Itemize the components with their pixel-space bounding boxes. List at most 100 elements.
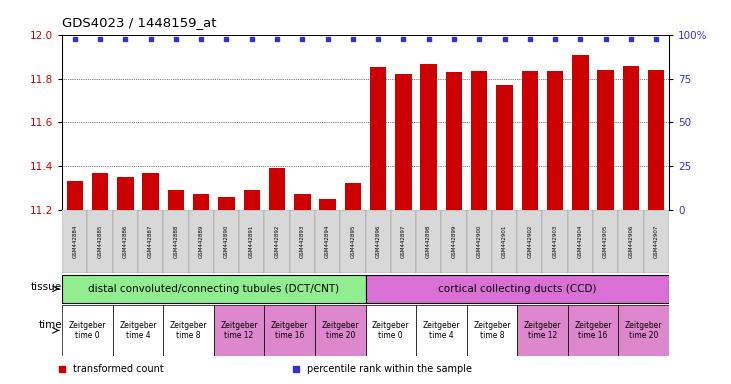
Text: distal convoluted/connecting tubules (DCT/CNT): distal convoluted/connecting tubules (DC… xyxy=(88,284,339,294)
Bar xyxy=(62,275,366,303)
Text: GSM442884: GSM442884 xyxy=(72,225,77,258)
Bar xyxy=(213,305,265,356)
Text: Zeitgeber
time 4: Zeitgeber time 4 xyxy=(423,321,460,340)
Bar xyxy=(542,210,568,273)
Bar xyxy=(366,210,391,273)
Text: GSM442895: GSM442895 xyxy=(350,225,355,258)
Bar xyxy=(416,305,466,356)
Text: cortical collecting ducts (CCD): cortical collecting ducts (CCD) xyxy=(438,284,596,294)
Bar xyxy=(315,210,340,273)
Text: GSM442901: GSM442901 xyxy=(502,225,507,258)
Bar xyxy=(466,305,518,356)
Bar xyxy=(265,210,289,273)
Text: GSM442894: GSM442894 xyxy=(325,225,330,258)
Bar xyxy=(471,71,488,210)
Bar xyxy=(446,72,462,210)
Bar xyxy=(643,210,669,273)
Text: GSM442905: GSM442905 xyxy=(603,225,608,258)
Bar xyxy=(623,66,639,210)
Text: GSM442896: GSM442896 xyxy=(376,225,381,258)
Bar xyxy=(213,210,239,273)
Bar xyxy=(163,305,213,356)
Bar xyxy=(547,71,564,210)
Bar xyxy=(496,85,512,210)
Bar xyxy=(243,190,260,210)
Bar xyxy=(239,210,265,273)
Text: GSM442898: GSM442898 xyxy=(426,225,431,258)
Bar xyxy=(618,210,643,273)
Bar xyxy=(597,70,614,210)
Text: Zeitgeber
time 16: Zeitgeber time 16 xyxy=(575,321,612,340)
Bar xyxy=(143,172,159,210)
Bar xyxy=(568,305,618,356)
Bar xyxy=(219,197,235,210)
Bar xyxy=(395,74,412,210)
Bar xyxy=(265,305,315,356)
Bar xyxy=(522,71,538,210)
Text: GSM442887: GSM442887 xyxy=(148,225,153,258)
Bar xyxy=(492,210,518,273)
Bar xyxy=(88,210,113,273)
Text: Zeitgeber
time 20: Zeitgeber time 20 xyxy=(625,321,662,340)
Bar xyxy=(420,65,437,210)
Text: GSM442885: GSM442885 xyxy=(97,225,102,258)
Bar xyxy=(568,210,593,273)
Text: GSM442903: GSM442903 xyxy=(553,225,558,258)
Bar xyxy=(518,305,568,356)
Bar xyxy=(62,210,88,273)
Text: GSM442891: GSM442891 xyxy=(249,225,254,258)
Text: time: time xyxy=(39,320,62,330)
Text: GSM442890: GSM442890 xyxy=(224,225,229,258)
Bar xyxy=(138,210,163,273)
Text: tissue: tissue xyxy=(31,282,62,292)
Text: GSM442900: GSM442900 xyxy=(477,225,482,258)
Text: GSM442897: GSM442897 xyxy=(401,225,406,258)
Bar xyxy=(62,305,113,356)
Text: Zeitgeber
time 0: Zeitgeber time 0 xyxy=(372,321,409,340)
Bar xyxy=(289,210,315,273)
Bar xyxy=(67,181,83,210)
Bar xyxy=(319,199,336,210)
Text: Zeitgeber
time 12: Zeitgeber time 12 xyxy=(220,321,258,340)
Bar xyxy=(167,190,184,210)
Text: GSM442886: GSM442886 xyxy=(123,225,128,258)
Bar xyxy=(113,210,138,273)
Text: GSM442893: GSM442893 xyxy=(300,225,305,258)
Text: transformed count: transformed count xyxy=(73,364,164,374)
Text: Zeitgeber
time 20: Zeitgeber time 20 xyxy=(322,321,359,340)
Bar xyxy=(518,210,542,273)
Text: percentile rank within the sample: percentile rank within the sample xyxy=(307,364,472,374)
Bar xyxy=(113,305,163,356)
Bar xyxy=(442,210,466,273)
Bar xyxy=(344,184,361,210)
Bar xyxy=(618,305,669,356)
Bar xyxy=(92,172,108,210)
Text: GSM442907: GSM442907 xyxy=(654,225,659,258)
Bar xyxy=(340,210,366,273)
Text: Zeitgeber
time 8: Zeitgeber time 8 xyxy=(473,321,511,340)
Bar xyxy=(294,194,311,210)
Text: Zeitgeber
time 8: Zeitgeber time 8 xyxy=(170,321,208,340)
Bar xyxy=(189,210,213,273)
Bar xyxy=(648,70,664,210)
Bar xyxy=(370,66,387,210)
Bar xyxy=(593,210,618,273)
Bar xyxy=(466,210,492,273)
Bar xyxy=(315,305,366,356)
Text: GSM442902: GSM442902 xyxy=(527,225,532,258)
Bar xyxy=(391,210,416,273)
Bar xyxy=(269,168,285,210)
Text: Zeitgeber
time 12: Zeitgeber time 12 xyxy=(523,321,561,340)
Bar xyxy=(416,210,442,273)
Bar xyxy=(366,275,669,303)
Text: GSM442899: GSM442899 xyxy=(452,225,456,258)
Bar xyxy=(117,177,134,210)
Text: Zeitgeber
time 16: Zeitgeber time 16 xyxy=(271,321,308,340)
Text: GSM442889: GSM442889 xyxy=(199,225,204,258)
Text: Zeitgeber
time 4: Zeitgeber time 4 xyxy=(119,321,156,340)
Bar xyxy=(163,210,189,273)
Text: GSM442892: GSM442892 xyxy=(275,225,279,258)
Bar xyxy=(193,194,209,210)
Text: Zeitgeber
time 0: Zeitgeber time 0 xyxy=(69,321,106,340)
Text: GSM442888: GSM442888 xyxy=(173,225,178,258)
